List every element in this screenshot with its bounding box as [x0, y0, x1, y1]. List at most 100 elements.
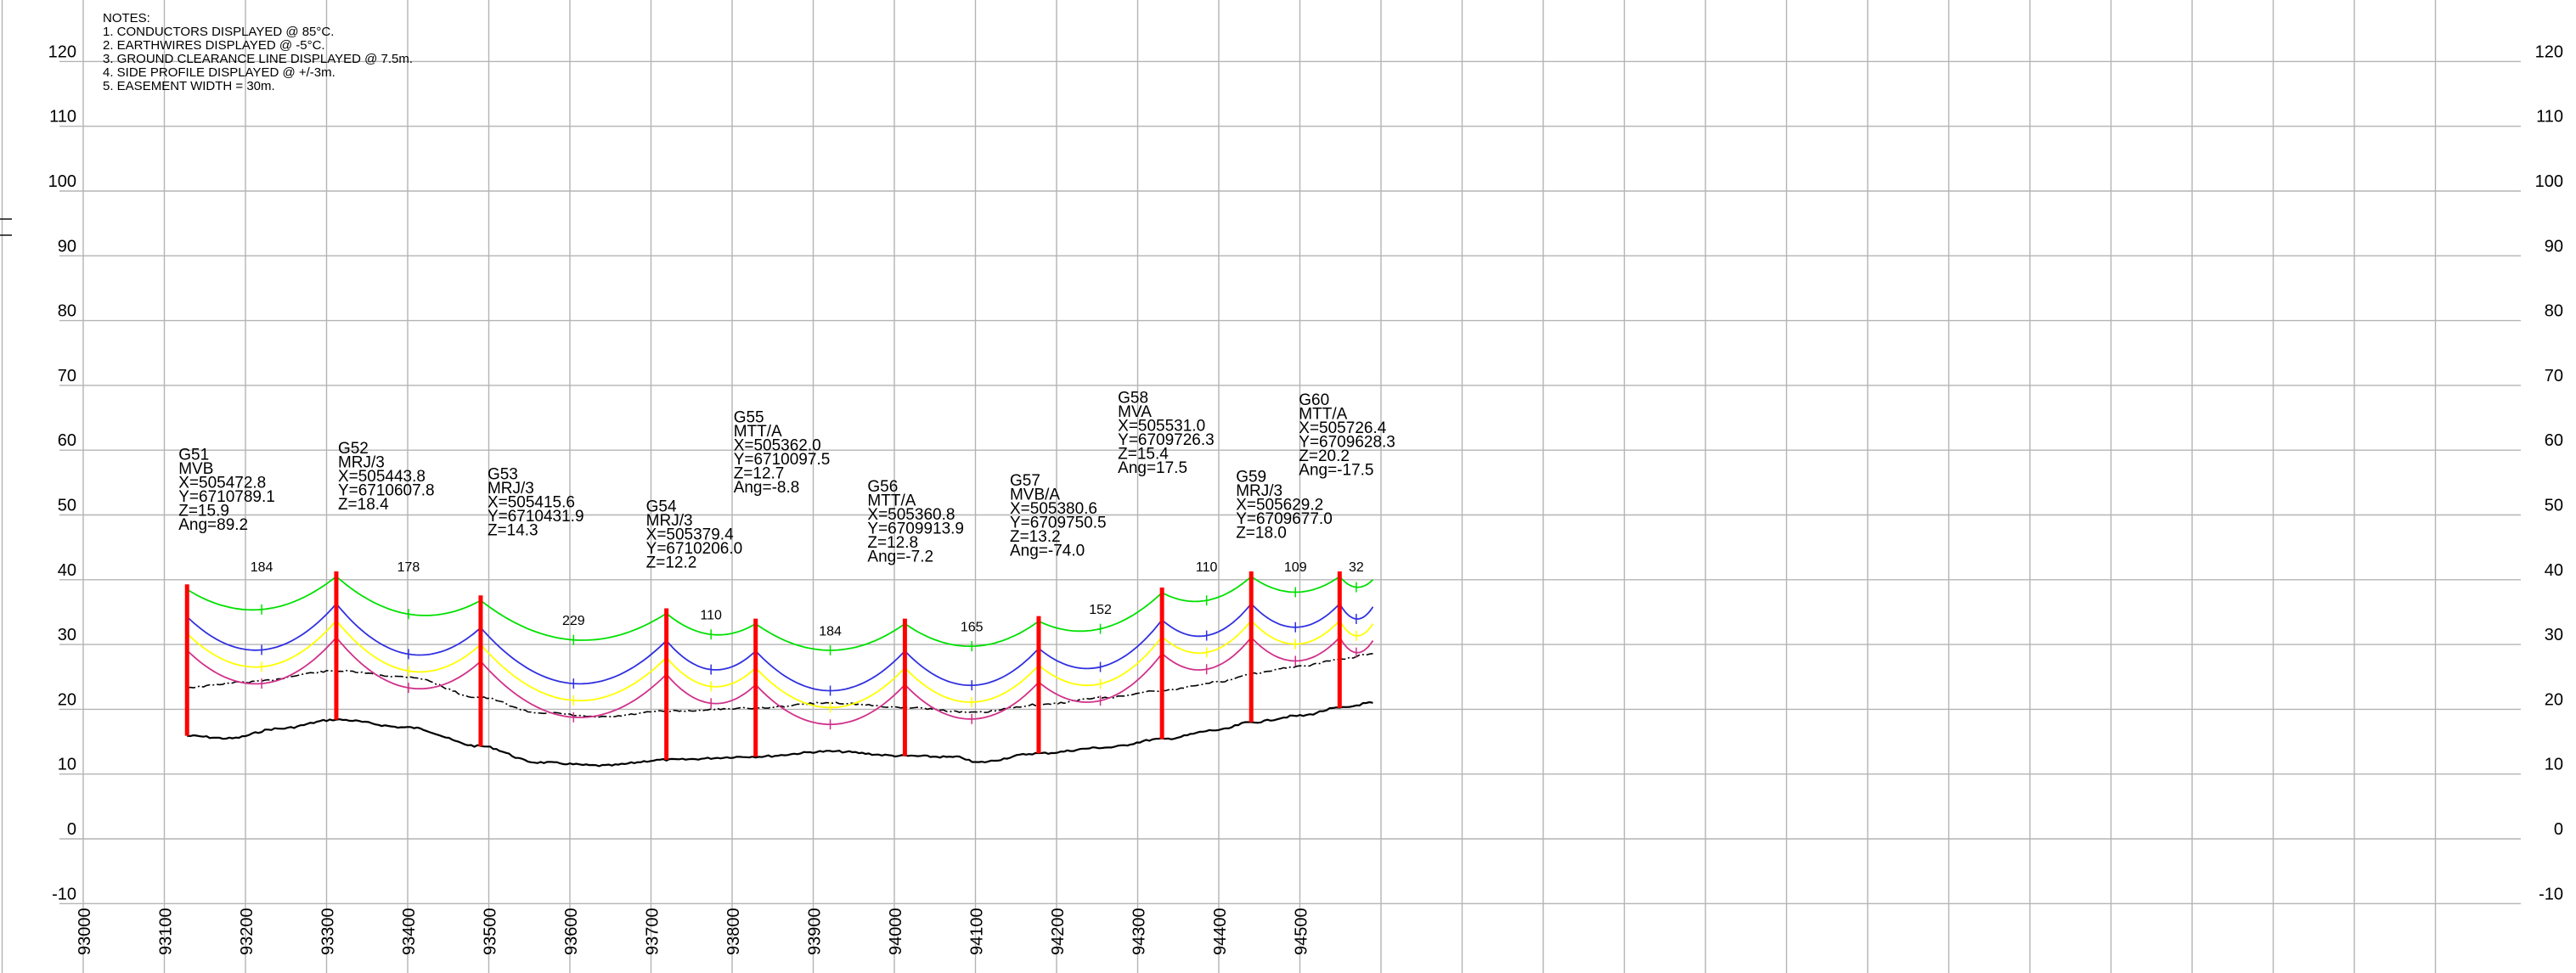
structure-label-line: Y=6709628.3 — [1299, 433, 1395, 451]
y-tick-label-left: 50 — [58, 497, 76, 515]
structure-label: G57 MVB/A X=505380.6 Y=6709750.5 Z=13.2 Ang=-… — [1010, 472, 1107, 560]
structure-label: G54 MRJ/3 X=505379.4 Y=6710206.0 Z=12.2 — [646, 498, 743, 572]
y-tick-label-right: 70 — [2545, 367, 2563, 385]
structure-label-line: X=505362.0 — [734, 436, 821, 454]
y-tick-label-left: 120 — [48, 42, 76, 61]
y-tick-label-left: 30 — [58, 626, 76, 644]
structure-label-line: MRJ/3 — [1236, 482, 1282, 500]
structure-label-line: Z=14.3 — [488, 522, 538, 540]
y-tick-label-right: 10 — [2545, 756, 2563, 774]
span-length-label: 152 — [1089, 603, 1112, 617]
note-line-2: 2. EARTHWIRES DISPLAYED @ -5°C. — [103, 38, 325, 53]
span-length-label: 178 — [397, 560, 420, 575]
structure-label-line: MTT/A — [1299, 405, 1347, 423]
structure-label-line: G55 — [734, 408, 764, 426]
span-length-label: 110 — [700, 609, 722, 623]
span-length-label: 184 — [819, 624, 842, 638]
structure-label-line: X=505360.8 — [867, 506, 955, 524]
x-tick-label: 94500 — [1293, 908, 1311, 955]
structure-label-line: Ang=-17.5 — [1299, 461, 1373, 479]
structure-label-line: X=505629.2 — [1236, 497, 1323, 515]
structure-label-line: MVA — [1118, 403, 1152, 421]
x-tick-label: 93200 — [238, 908, 256, 955]
x-tick-label: 94000 — [887, 908, 905, 955]
y-tick-label-right: 40 — [2545, 561, 2563, 580]
conductor-blue-span — [904, 648, 1040, 687]
y-tick-label-left: 0 — [67, 820, 76, 839]
structure-label-line: Y=6710789.1 — [178, 488, 275, 506]
structure-label: G58 MVA X=505531.0 Y=6709726.3 Z=15.4 Ang=17.… — [1118, 390, 1215, 477]
structure-label-line: Y=6709677.0 — [1236, 510, 1333, 528]
structure-label-line: Y=6709750.5 — [1010, 515, 1107, 532]
conductor-blue-span — [755, 650, 906, 692]
span-length-label: 109 — [1284, 560, 1307, 575]
structure-label-line: MTT/A — [867, 492, 916, 510]
conductor-yellow-span — [335, 620, 482, 673]
y-tick-label-right: 30 — [2545, 626, 2563, 644]
structure-label-line: X=505415.6 — [488, 494, 575, 512]
note-line-1: 1. CONDUCTORS DISPLAYED @ 85°C. — [103, 25, 335, 39]
structure-label-line: MVB/A — [1010, 486, 1060, 504]
structure-label-line: Ang=89.2 — [178, 516, 248, 534]
structure-label-line: G57 — [1010, 472, 1040, 490]
structure-label-line: Ang=-74.0 — [1010, 543, 1085, 560]
structure-label-line: Z=20.2 — [1299, 447, 1350, 465]
span-length-label: 184 — [251, 560, 273, 575]
note-line-3: 3. GROUND CLEARANCE LINE DISPLAYED @ 7.5… — [103, 52, 414, 66]
structure-label: G53 MRJ/3 X=505415.6 Y=6710431.9 Z=14.3 — [488, 466, 584, 540]
structure-label-line: X=505380.6 — [1010, 500, 1097, 518]
structure-label-line: Z=12.2 — [646, 554, 697, 572]
structure-label-line: X=505531.0 — [1118, 418, 1205, 436]
structure-label: G60 MTT/A X=505726.4 Y=6709628.3 Z=20.2 Ang=-… — [1299, 391, 1395, 480]
conductor-profiles — [186, 576, 1374, 730]
y-tick-label-left: 90 — [58, 237, 76, 256]
y-tick-label-right: 110 — [2536, 108, 2563, 127]
x-tick-label: 93700 — [644, 908, 662, 955]
x-tick-label: 93900 — [806, 908, 825, 955]
structure-label-line: MTT/A — [734, 423, 782, 441]
y-tick-label-right: 60 — [2545, 431, 2563, 450]
structure-label-line: G58 — [1118, 390, 1148, 408]
structure-label: G56 MTT/A X=505360.8 Y=6709913.9 Z=12.8 Ang=-… — [867, 478, 964, 566]
span-length-label: 32 — [1349, 560, 1364, 575]
x-tick-label: 94200 — [1049, 908, 1068, 955]
notes-block: NOTES: 1. CONDUCTORS DISPLAYED @ 85°C. 2… — [103, 12, 413, 93]
span-length-label: 110 — [1196, 560, 1218, 575]
structure-label-line: X=505443.8 — [338, 468, 426, 486]
notes-heading: NOTES: — [103, 11, 150, 25]
ground-line — [187, 700, 1373, 768]
structure-label: G59 MRJ/3 X=505629.2 Y=6709677.0 Z=18.0 — [1236, 469, 1333, 543]
y-tick-label-left: -10 — [52, 885, 76, 903]
x-tick-label: 93300 — [319, 908, 338, 955]
structure-label-line: G59 — [1236, 469, 1266, 486]
conductor-yellow-span — [480, 644, 668, 702]
clearance-line — [187, 653, 1373, 718]
structure-label-line: Ang=-8.8 — [734, 479, 800, 497]
x-tick-label: 94300 — [1130, 908, 1149, 955]
structure-label-line: X=505472.8 — [178, 475, 266, 492]
x-tick-label: 93100 — [157, 908, 176, 955]
y-tick-label-left: 40 — [58, 561, 76, 580]
structure-label-line: G60 — [1299, 391, 1329, 409]
grid — [0, 0, 2521, 973]
span-length-label: 165 — [961, 621, 984, 635]
y-tick-label-left: 110 — [49, 108, 76, 127]
x-tick-label: 93800 — [724, 908, 743, 955]
structure-label: G51 MVB X=505472.8 Y=6710789.1 Z=15.9 Ang=89.… — [178, 447, 275, 535]
y-tick-label-left: 80 — [58, 302, 76, 321]
y-tick-label-right: 20 — [2545, 690, 2563, 709]
labels: G51 MVB X=505472.8 Y=6710789.1 Z=15.9 Ang=89.… — [178, 390, 1395, 639]
x-tick-label: 94400 — [1211, 908, 1230, 955]
structure-label-line: Y=6710097.5 — [734, 451, 831, 469]
structure-label-line: Z=12.7 — [734, 464, 785, 482]
structure-label-line: Y=6709726.3 — [1118, 431, 1215, 449]
span-length-label: 229 — [562, 614, 585, 628]
structure-label-line: G53 — [488, 466, 518, 484]
y-tick-label-right: 90 — [2545, 237, 2563, 256]
y-tick-label-right: 0 — [2554, 820, 2563, 839]
y-tick-label-left: 20 — [58, 690, 76, 709]
y-tick-label-right: 80 — [2545, 302, 2563, 321]
structure-label-line: Y=6710607.8 — [338, 482, 435, 500]
y-tick-label-right: 120 — [2535, 42, 2563, 61]
